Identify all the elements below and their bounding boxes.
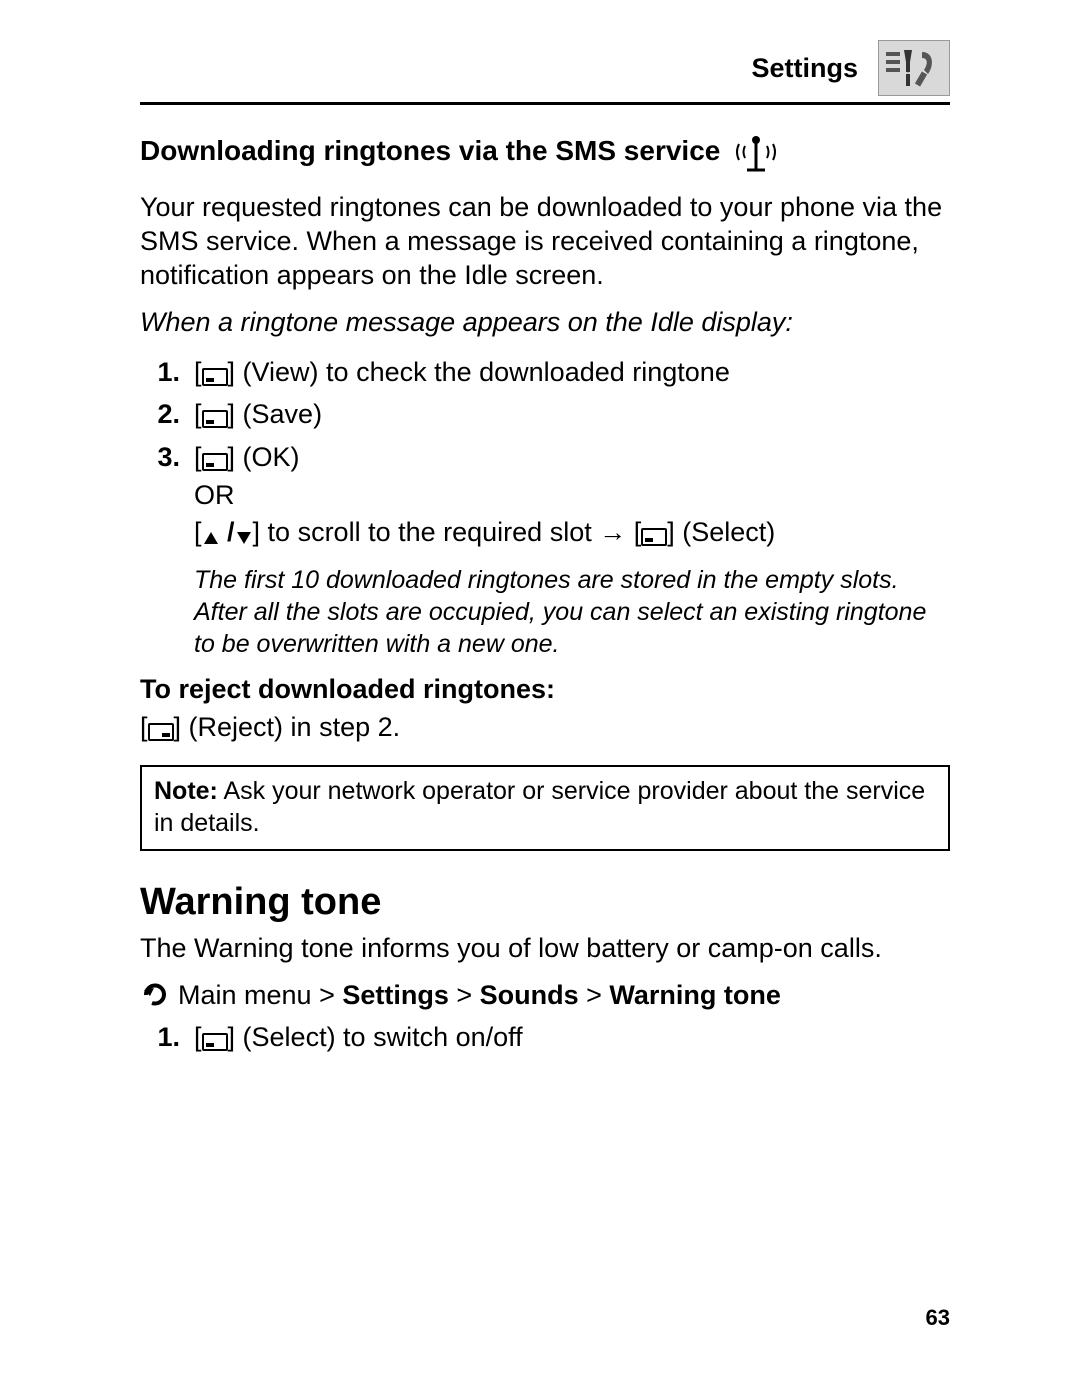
step-content: [] (Save)	[194, 396, 950, 434]
nav-settings: Settings	[342, 980, 449, 1010]
section-title-row: Downloading ringtones via the SMS servic…	[140, 129, 950, 173]
steps-list-2: 1. [] (Select) to switch on/off	[140, 1019, 950, 1057]
slot-note: The first 10 downloaded ringtones are st…	[194, 564, 950, 660]
step-content: [] (OK) OR [ /] to scroll to the require…	[194, 439, 950, 552]
step-number: 1.	[140, 354, 194, 392]
step-number: 3.	[140, 439, 194, 552]
antenna-icon	[732, 129, 780, 173]
manual-page: Settings Downloading ringtones via the S…	[0, 0, 1080, 1057]
softkey-icon	[148, 713, 174, 747]
note-body: Ask your network operator or service pro…	[154, 777, 925, 837]
softkey-icon	[202, 398, 228, 434]
step-item: 1. [] (View) to check the downloaded rin…	[140, 354, 950, 392]
menu-path: Main menu > Settings > Sounds > Warning …	[140, 980, 950, 1011]
nav-sounds: Sounds	[480, 980, 579, 1010]
settings-section-icon	[878, 40, 950, 96]
nav-arrow-icon	[140, 980, 170, 1010]
nav-down-icon	[235, 516, 253, 552]
softkey-icon	[641, 516, 667, 552]
note-label: Note:	[154, 777, 218, 805]
nav-sep: >	[579, 980, 610, 1010]
reject-heading: To reject downloaded ringtones:	[140, 674, 950, 705]
step-text: (View) to check the downloaded ringtone	[235, 357, 730, 387]
nav-prefix: Main menu >	[178, 980, 342, 1010]
step-content: [] (Select) to switch on/off	[194, 1019, 950, 1057]
softkey-icon	[202, 441, 228, 477]
step-content: [] (View) to check the downloaded ringto…	[194, 354, 950, 392]
steps-list: 1. [] (View) to check the downloaded rin…	[140, 354, 950, 552]
or-text: OR	[194, 480, 235, 510]
step-item: 2. [] (Save)	[140, 396, 950, 434]
note-box: Note: Ask your network operator or servi…	[140, 765, 950, 851]
nav-sep: >	[449, 980, 480, 1010]
page-number: 63	[926, 1305, 950, 1331]
step-number: 1.	[140, 1019, 194, 1057]
step-text: (Save)	[235, 399, 322, 429]
softkey-icon	[202, 356, 228, 392]
nav-up-icon	[202, 516, 220, 552]
reject-text: [] (Reject) in step 2.	[140, 711, 950, 747]
nav-warning: Warning tone	[609, 980, 780, 1010]
step-text-end: (Select)	[675, 517, 776, 547]
step-text: (OK)	[235, 442, 300, 472]
lead-in-text: When a ringtone message appears on the I…	[140, 306, 950, 340]
softkey-icon	[202, 1021, 228, 1057]
warning-tone-heading: Warning tone	[140, 881, 950, 924]
step-number: 2.	[140, 396, 194, 434]
nav-text: Main menu > Settings > Sounds > Warning …	[178, 980, 781, 1011]
slash: /	[220, 517, 235, 547]
warning-intro: The Warning tone informs you of low batt…	[140, 932, 950, 966]
step-text: (Select) to switch on/off	[235, 1022, 523, 1052]
step-text-mid: to scroll to the required slot	[260, 517, 599, 547]
reject-text-body: (Reject) in step 2.	[181, 712, 400, 742]
section-title: Downloading ringtones via the SMS servic…	[140, 135, 720, 167]
section-intro: Your requested ringtones can be download…	[140, 191, 950, 292]
step-item: 3. [] (OK) OR [ /] to scroll to the requ…	[140, 439, 950, 552]
page-header: Settings	[140, 40, 950, 105]
header-label: Settings	[751, 53, 858, 84]
step-item: 1. [] (Select) to switch on/off	[140, 1019, 950, 1057]
